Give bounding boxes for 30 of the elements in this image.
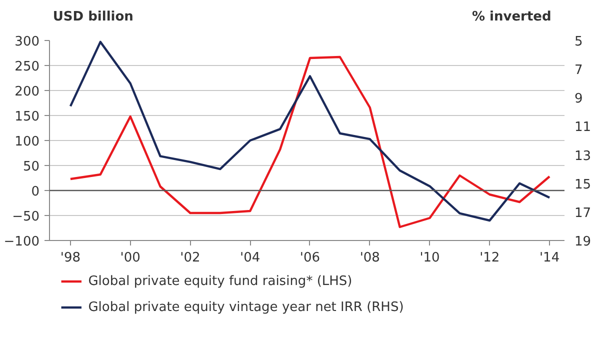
x-tick-label: '08: [360, 250, 380, 266]
y2-tick-label: 17: [574, 206, 592, 221]
y-tick-label: −100: [4, 234, 40, 250]
y-tick-label: 100: [14, 134, 40, 150]
x-tick-label: '04: [240, 250, 260, 266]
y-tick-label: 0: [31, 184, 40, 200]
y2-tick-label: 19: [574, 234, 592, 250]
x-tick-label: '00: [120, 250, 140, 266]
y2-tick-label: 9: [574, 92, 583, 107]
y-tick-label: 300: [14, 34, 40, 50]
y2-axis-title: % inverted: [472, 10, 552, 24]
x-tick-label: '02: [180, 250, 200, 266]
y-axis-title: USD billion: [52, 10, 134, 24]
y2-tick-label: 7: [574, 63, 583, 78]
y2-tick-label: 5: [574, 34, 583, 50]
y-tick-label: 200: [14, 84, 40, 100]
y-tick-label: 250: [14, 60, 40, 74]
y2-tick-label: 13: [574, 148, 592, 164]
y-tick-label: 50: [22, 160, 40, 174]
y2-tick-label: 11: [574, 120, 592, 136]
legend-label: Global private equity fund raising* (LHS): [88, 274, 352, 289]
x-tick-label: '10: [420, 250, 440, 266]
x-tick-label: '14: [539, 250, 560, 266]
x-tick-label: '98: [60, 250, 81, 266]
y2-tick-label: 15: [574, 177, 592, 192]
x-tick-label: '12: [480, 250, 500, 266]
legend-label: Global private equity vintage year net IRR (RHS): [88, 300, 404, 315]
y-tick-label: 150: [14, 110, 40, 124]
y-tick-label: −50: [12, 210, 40, 224]
x-tick-label: '06: [300, 250, 320, 266]
